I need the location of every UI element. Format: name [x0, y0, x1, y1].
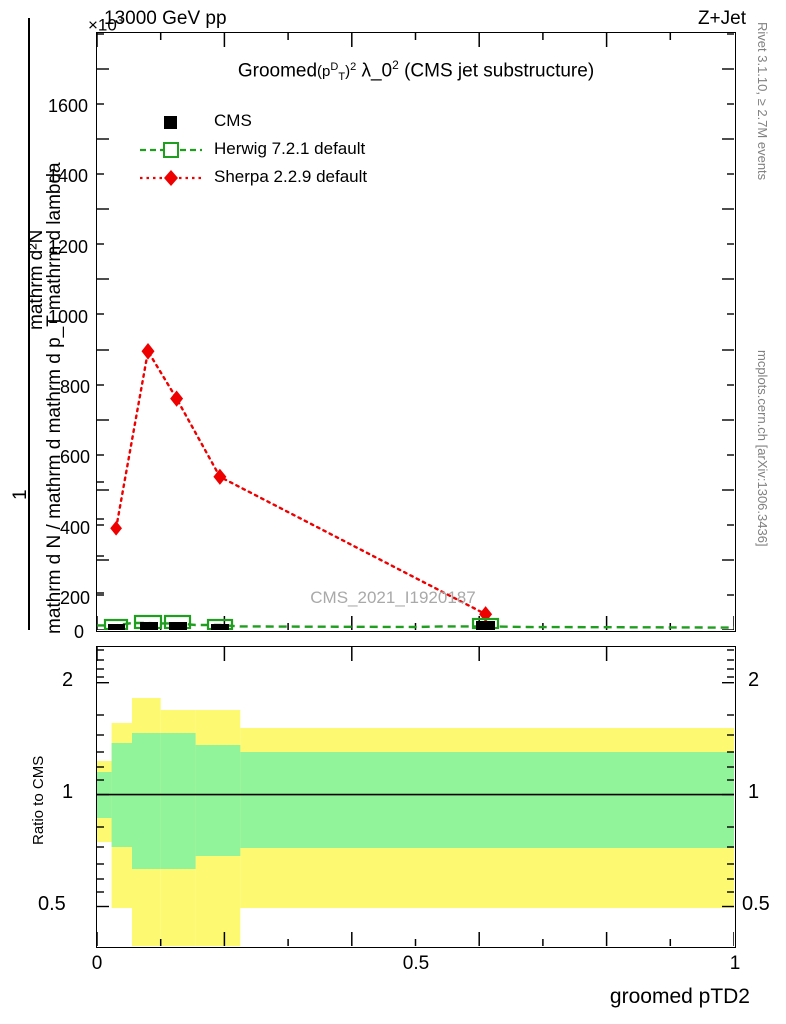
plot-title: Groomed(pDT)2 λ_02 (CMS jet substructure… [237, 58, 595, 84]
x-tick-0: 0 [91, 953, 103, 974]
ratio-y-tick-1-right: 1 [748, 781, 760, 803]
herwig-marker-icon [140, 136, 202, 164]
ratio-y-ticks-right [722, 649, 734, 908]
ratio-x-ticks-bottom [97, 932, 734, 946]
y-tick-600: 600 [60, 447, 91, 467]
y-axis-label-group: mathrm d²N 1 mathrm d N / mathrm d mathr… [0, 0, 65, 640]
ratio-y-tick-1-left: 1 [62, 781, 74, 803]
ratio-y-tick-2-left: 2 [62, 669, 74, 691]
x-axis-ticks-top [97, 33, 672, 47]
y-tick-800: 800 [60, 377, 91, 397]
rivet-version-note: Rivet 3.1.10, ≥ 2.7M events [755, 22, 770, 181]
ratio-y-tick-05-left: 0.5 [38, 893, 66, 915]
main-plot-svg [97, 33, 734, 630]
herwig-series-line [97, 621, 734, 629]
y-tick-1400: 1400 [48, 166, 89, 186]
beam-energy-label: 13000 GeV pp [104, 8, 227, 29]
y-axis-denominator: mathrm d N / mathrm d mathrm d p_T mathr… [44, 162, 65, 634]
legend-label-cms: CMS [214, 111, 252, 130]
ratio-x-ticks-top [97, 647, 608, 661]
process-label: Z+Jet [697, 8, 746, 29]
x-tick-1: 1 [729, 953, 741, 974]
y-tick-0: 0 [74, 622, 85, 642]
cms-series-markers [108, 621, 495, 630]
legend-label-sherpa: Sherpa 2.2.9 default [214, 167, 368, 186]
y-axis-ticks-left [97, 33, 109, 630]
mcplots-source-note: mcplots.cern.ch [arXiv:1306.3436] [755, 350, 770, 547]
ratio-y-axis-label: Ratio to CMS [30, 755, 47, 845]
x-axis-label: groomed pTD2 [609, 985, 750, 1008]
legend-label-herwig: Herwig 7.2.1 default [214, 139, 366, 158]
ratio-plot-svg [97, 647, 734, 946]
x-tick-05: 0.5 [402, 953, 430, 974]
y-exponent-label: ×103 [88, 15, 123, 35]
y-tick-1000: 1000 [48, 307, 89, 327]
ratio-inner-band [97, 733, 734, 869]
y-tick-1200: 1200 [48, 237, 89, 257]
y-axis-fraction-bar [28, 18, 30, 630]
ratio-plot-frame [96, 646, 736, 948]
y-axis-ticks-right [722, 33, 734, 630]
sherpa-marker-icon [140, 164, 202, 192]
sherpa-series-line [114, 347, 487, 616]
y-tick-400: 400 [60, 518, 91, 538]
cms-marker-icon [140, 108, 202, 136]
main-plot-frame [96, 32, 736, 632]
ratio-y-tick-05-right: 0.5 [742, 893, 770, 915]
y-tick-200: 200 [60, 588, 91, 608]
y-tick-1600: 1600 [48, 96, 89, 116]
watermark-analysis-id: CMS_2021_I1920187 [310, 588, 476, 607]
ratio-y-ticks-left [97, 649, 109, 908]
ratio-y-tick-2-right: 2 [748, 669, 760, 691]
